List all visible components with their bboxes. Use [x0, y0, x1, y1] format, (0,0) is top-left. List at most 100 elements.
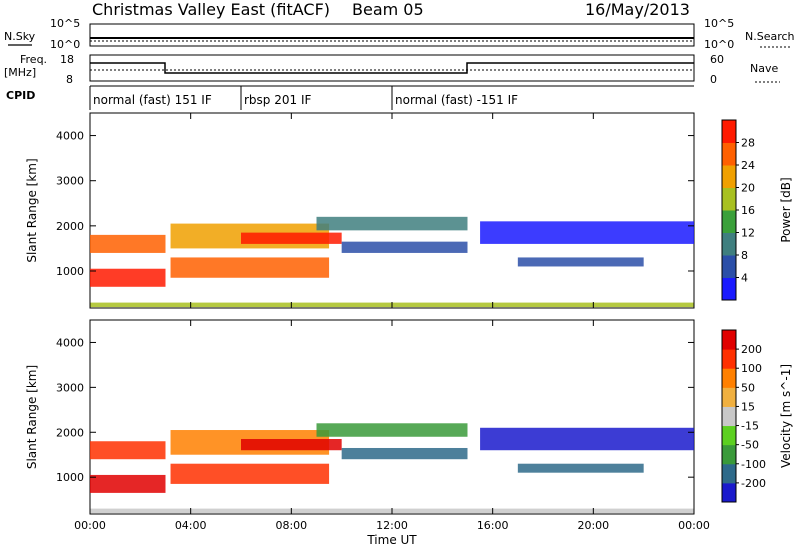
nsky-label: N.Sky — [4, 30, 36, 43]
colorbar-swatch — [722, 165, 736, 188]
noise-right-tick-top: 10^5 — [704, 17, 734, 30]
noise-strip-frame — [89, 23, 695, 47]
colorbar-tick-label: 8 — [741, 249, 748, 262]
colorbar-swatch — [722, 142, 736, 166]
colorbar-label: Velocity [m s^-1] — [779, 364, 793, 468]
x-tick-label: 04:00 — [175, 519, 207, 532]
scatter-band — [90, 268, 166, 287]
colorbar-tick-label: 4 — [741, 272, 748, 285]
freq-label-line2: [MHz] — [4, 66, 36, 79]
colorbar-swatch — [722, 120, 736, 143]
cpid-segment-label: normal (fast) 151 IF — [93, 93, 212, 107]
plot-frame — [89, 319, 695, 515]
y-axis-label: Slant Range [km] — [25, 158, 39, 262]
colorbar-tick-label: 15 — [741, 400, 755, 413]
noise-left-tick-bottom: 10^0 — [50, 38, 80, 51]
noise-left-tick-top: 10^5 — [50, 17, 80, 30]
figure-title: Christmas Valley East (fitACF) — [92, 0, 330, 19]
nsearch-label: N.Search — [745, 30, 795, 43]
freq-left-tick-bottom: 8 — [66, 73, 73, 86]
scatter-band — [316, 216, 468, 231]
noise-strip: N.Sky 10^5 10^0 10^5 10^0 N.Search — [4, 17, 795, 51]
colorbar-swatch — [722, 406, 736, 427]
colorbar-label: Power [dB] — [779, 177, 793, 242]
date-label: 16/May/2013 — [585, 0, 690, 19]
scatter-band — [170, 463, 330, 484]
colorbar-swatch — [722, 444, 736, 465]
x-axis-label: Time UT — [366, 533, 417, 547]
x-tick-label: 00:00 — [678, 519, 710, 532]
nave-label: Nave — [750, 62, 778, 75]
y-tick-label: 2000 — [56, 220, 84, 233]
scatter-band — [517, 463, 644, 473]
colorbar-tick-label: 24 — [741, 159, 755, 172]
colorbar-swatch — [722, 368, 736, 388]
beam-label: Beam 05 — [352, 0, 424, 19]
scatter-band — [90, 234, 166, 253]
y-tick-label: 3000 — [56, 175, 84, 188]
scatter-band — [90, 474, 166, 493]
colorbar-swatch — [722, 387, 736, 407]
colorbar-tick-label: 16 — [741, 204, 755, 217]
x-tick-label: 00:00 — [74, 519, 106, 532]
colorbar-swatch — [722, 425, 736, 446]
x-tick-label: 12:00 — [376, 519, 408, 532]
colorbar-tick-label: -200 — [741, 477, 766, 490]
colorbar-tick-label: 50 — [741, 381, 755, 394]
cpid-segment-label: normal (fast) -151 IF — [395, 93, 518, 107]
freq-strip-frame — [89, 54, 695, 82]
colorbar-swatch — [722, 232, 736, 256]
scatter-band — [341, 447, 468, 460]
noise-right-tick-bottom: 10^0 — [704, 38, 734, 51]
y-tick-label: 4000 — [56, 130, 84, 143]
scatter-band — [480, 221, 694, 244]
colorbar-tick-label: -100 — [741, 458, 766, 471]
freq-trace — [90, 62, 694, 74]
freq-right-tick-bottom: 0 — [710, 73, 717, 86]
cpid-label: CPID — [6, 89, 35, 102]
scatter-band — [316, 423, 468, 437]
x-tick-label: 16:00 — [477, 519, 509, 532]
scatter-band — [480, 427, 694, 451]
colorbar-frame — [721, 329, 737, 503]
cpid-strip: CPID normal (fast) 151 IF rbsp 201 IF norm… — [6, 85, 694, 110]
colorbar-swatch — [722, 210, 736, 233]
scatter-band — [170, 257, 330, 278]
y-tick-label: 4000 — [56, 336, 84, 349]
colorbar-swatch — [722, 187, 736, 211]
y-tick-label: 1000 — [56, 265, 84, 278]
scatter-band — [241, 439, 342, 451]
colorbar-tick-label: 200 — [741, 343, 762, 356]
freq-left-tick-top: 18 — [60, 53, 74, 66]
scatter-band — [517, 257, 644, 267]
y-tick-label: 2000 — [56, 426, 84, 439]
scatter-band — [90, 441, 166, 460]
colorbar-swatch — [722, 482, 736, 503]
plot-frame — [89, 112, 695, 309]
colorbar-swatch — [722, 463, 736, 484]
y-tick-label: 3000 — [56, 381, 84, 394]
scatter-band — [341, 241, 468, 253]
colorbar-swatch — [722, 277, 736, 301]
colorbar-tick-label: -15 — [741, 420, 759, 433]
cpid-segment-label: rbsp 201 IF — [244, 93, 311, 107]
power-panel: 1000 2000 3000 4000 Slant Range [km] 4 8 12 16 20… — [25, 112, 793, 309]
colorbar-tick-label: 20 — [741, 182, 755, 195]
colorbar-tick-label: -50 — [741, 439, 759, 452]
colorbar-tick-label: 12 — [741, 227, 755, 240]
colorbar-swatch — [722, 255, 736, 278]
colorbar-swatch — [722, 330, 736, 350]
scatter-band — [241, 232, 342, 244]
colorbar-tick-label: 28 — [741, 137, 755, 150]
freq-strip: Freq. [MHz] 18 8 60 0 Nave — [4, 53, 780, 86]
freq-label-line1: Freq. — [20, 53, 47, 66]
y-tick-label: 1000 — [56, 471, 84, 484]
colorbar-swatch — [722, 349, 736, 369]
velocity-panel: 1000 2000 3000 4000 Slant Range [km] 200 100 50… — [25, 319, 793, 547]
x-tick-label: 20:00 — [577, 519, 609, 532]
colorbar-tick-label: 100 — [741, 362, 762, 375]
y-axis-label: Slant Range [km] — [25, 365, 39, 469]
x-tick-label: 08:00 — [275, 519, 307, 532]
freq-right-tick-top: 60 — [710, 53, 724, 66]
